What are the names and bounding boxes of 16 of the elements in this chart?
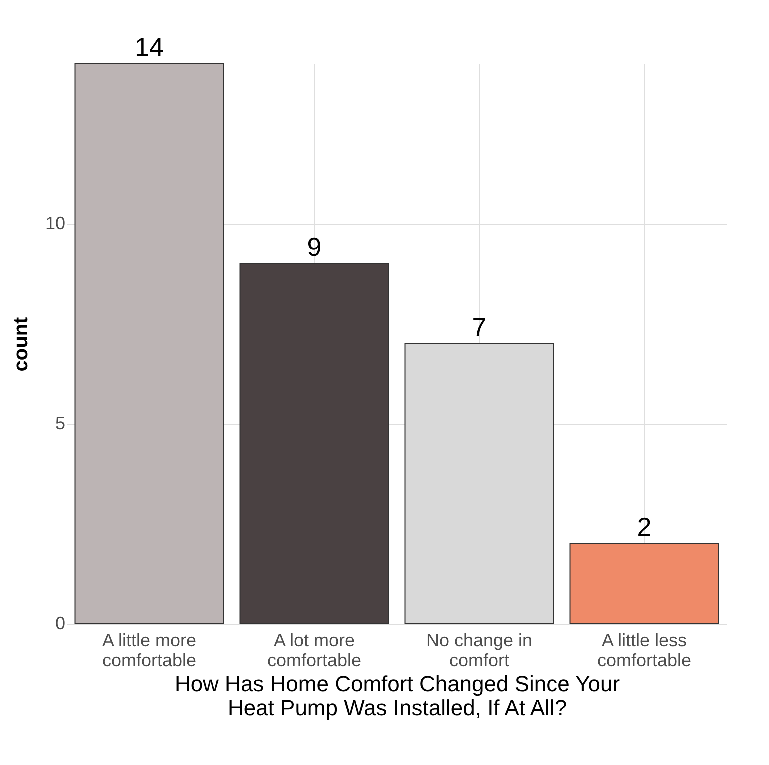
data-label: 7 <box>472 312 487 342</box>
bar <box>74 64 224 624</box>
bar <box>240 264 390 624</box>
bar <box>570 544 720 624</box>
x-tick-label: A little more comfortable <box>102 630 197 670</box>
x-axis-title: How Has Home Comfort Changed Since Your Heat Pump Was Installed, If At All? <box>174 672 620 720</box>
y-tick-label: 10 <box>45 214 66 234</box>
y-tick-label: 0 <box>55 614 66 634</box>
y-axis-title: count <box>10 316 32 372</box>
x-tick-label: A lot more comfortable <box>267 630 362 670</box>
data-label: 14 <box>135 32 164 62</box>
x-tick-label: No change in comfort <box>426 630 533 670</box>
x-tick-label: A little less comfortable <box>597 630 692 670</box>
y-tick-label: 5 <box>55 414 66 434</box>
data-label: 2 <box>637 512 652 542</box>
data-label: 9 <box>307 232 322 262</box>
